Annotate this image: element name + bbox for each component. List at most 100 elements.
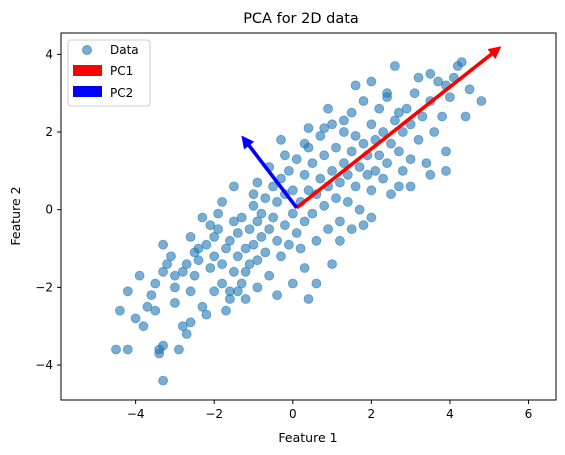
data-point (378, 173, 389, 184)
data-point (268, 212, 279, 223)
data-point (327, 119, 338, 130)
data-point (272, 196, 283, 207)
data-point (303, 185, 314, 196)
data-point (338, 115, 349, 126)
data-point (264, 270, 275, 281)
data-point (240, 266, 251, 277)
data-point (315, 173, 326, 184)
data-point (441, 146, 451, 157)
data-point (405, 181, 416, 192)
data-point (393, 146, 404, 157)
data-point (460, 111, 471, 122)
data-point (456, 57, 467, 67)
data-point (240, 243, 251, 254)
legend-pc1-patch (73, 65, 102, 76)
data-point (382, 158, 393, 169)
y-tick-label: −4 (35, 358, 53, 372)
data-point (346, 224, 357, 235)
data-point (389, 115, 400, 126)
data-point (213, 224, 224, 235)
y-tick-label: 4 (45, 47, 53, 61)
data-point (323, 103, 334, 114)
x-tick-label: 2 (368, 407, 376, 421)
data-point (346, 146, 357, 157)
x-tick-label: −2 (205, 407, 223, 421)
data-point (366, 76, 377, 87)
data-point (291, 228, 302, 238)
data-point (169, 282, 180, 293)
data-point (260, 247, 271, 258)
data-point (334, 235, 345, 246)
data-point (303, 123, 314, 134)
data-point (213, 208, 224, 219)
data-point (248, 200, 259, 211)
data-point (256, 208, 267, 219)
data-point (260, 193, 271, 204)
data-point (311, 235, 322, 246)
data-point (327, 165, 338, 176)
data-point (441, 165, 451, 176)
legend: Data PC1 PC2 (67, 39, 151, 107)
legend-label-data: Data (110, 43, 139, 57)
data-point (366, 185, 377, 196)
data-point (303, 294, 314, 304)
data-point (425, 169, 436, 180)
data-point (354, 162, 365, 172)
data-point (111, 344, 121, 355)
data-point (209, 231, 220, 242)
data-point (327, 259, 338, 270)
data-point (224, 235, 235, 246)
data-point (342, 196, 353, 207)
data-point (389, 61, 400, 71)
data-point (279, 220, 290, 231)
data-point (319, 200, 330, 211)
legend-label-pc1: PC1 (110, 64, 133, 78)
data-point (185, 231, 196, 242)
data-point (401, 103, 412, 114)
legend-data-marker (82, 45, 92, 55)
data-point (350, 130, 361, 141)
data-point (221, 305, 231, 316)
data-point (374, 103, 385, 114)
data-point (413, 72, 424, 83)
data-point (201, 309, 212, 320)
y-tick-label: 0 (45, 203, 53, 217)
data-point (287, 208, 298, 219)
axis-ticks: −4 −2 0 2 4 6 −4 −2 0 2 4 (35, 47, 532, 421)
data-point (228, 181, 239, 192)
data-point (315, 130, 326, 141)
pc2-arrow (241, 135, 299, 210)
data-point (319, 123, 330, 134)
chart-title: PCA for 2D data (243, 11, 359, 27)
data-point (279, 150, 290, 161)
data-point (244, 224, 255, 235)
data-point (295, 243, 306, 254)
legend-pc2-patch (73, 86, 102, 97)
data-point (476, 96, 487, 106)
data-point (252, 282, 263, 293)
data-point (252, 255, 263, 266)
data-point (197, 301, 208, 312)
data-point (224, 294, 235, 304)
x-axis-title: Feature 1 (278, 430, 337, 445)
data-point (169, 270, 180, 281)
data-point (146, 290, 157, 301)
data-point (181, 329, 192, 339)
data-point (228, 216, 239, 227)
data-point (158, 239, 169, 250)
data-point (464, 84, 475, 95)
data-point (386, 138, 396, 149)
data-point (358, 96, 369, 106)
data-point (366, 212, 377, 223)
data-point (378, 127, 389, 137)
data-point (397, 165, 408, 176)
y-tick-label: 2 (45, 125, 53, 139)
data-point (185, 317, 196, 328)
data-point (299, 216, 310, 227)
data-point (393, 107, 404, 118)
data-point (201, 239, 212, 250)
data-point (350, 181, 361, 192)
data-point (173, 344, 184, 355)
data-point (358, 138, 369, 149)
data-point (283, 165, 294, 176)
